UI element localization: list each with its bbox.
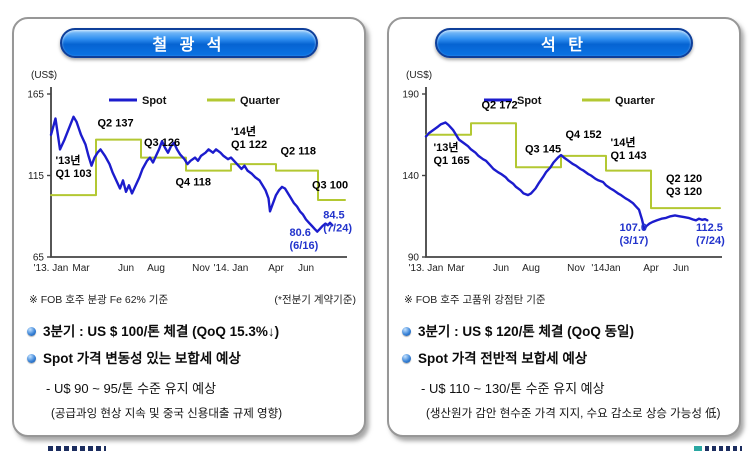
svg-text:'13년: '13년 [56, 153, 81, 167]
bullet-item: 3분기 : US $ 120/톤 체결 (QoQ 동일) [402, 324, 734, 341]
footer-logo-right-mark [694, 446, 702, 451]
svg-text:'13년: '13년 [434, 140, 459, 154]
svg-text:(3/17): (3/17) [620, 235, 649, 247]
svg-text:'14Jan: '14Jan [591, 263, 620, 274]
svg-text:Jun: Jun [493, 263, 509, 274]
svg-text:165: 165 [27, 90, 44, 101]
svg-text:Q3 100: Q3 100 [312, 180, 348, 192]
coal-chart: 190 140 90'13. Jan Mar Jun Aug Nov '14Jan Apr Jun… [402, 87, 725, 274]
svg-text:Q3 120: Q3 120 [666, 186, 702, 198]
svg-text:Q3 126: Q3 126 [144, 137, 180, 149]
footer-logo-left [48, 446, 106, 451]
svg-text:(6/16): (6/16) [290, 240, 319, 252]
bullet-text: 3분기 : US $ 100/톤 체결 (QoQ 15.3%↓) [43, 324, 280, 339]
coal-unit-label: (US$) [406, 70, 433, 81]
bullet-note: (생산원가 감안 현수준 가격 지지, 수요 감소로 상승 가능성 低) [426, 407, 721, 420]
panel-iron-ore: 철 광 석 (US$) 165 115 65'13. Jan Mar Jun Aug Nov… [12, 17, 366, 437]
svg-text:Apr: Apr [268, 263, 284, 274]
svg-text:Q4 152: Q4 152 [566, 129, 602, 141]
coal-title: 석 탄 [541, 37, 587, 54]
bullet-subitem: - U$ 110 ~ 130/톤 수준 유지 예상 [421, 380, 605, 396]
iron-ore-chart: 165 115 65'13. Jan Mar Jun Aug Nov '14. Jan Apr J… [27, 87, 352, 274]
svg-text:Nov: Nov [567, 263, 585, 274]
svg-text:Q2 137: Q2 137 [98, 118, 134, 130]
svg-text:Mar: Mar [447, 263, 465, 274]
panel-coal: 석 탄 (US$) 190 140 90'13. Jan Mar Jun Aug Nov '1… [387, 17, 741, 437]
svg-text:Mar: Mar [72, 263, 90, 274]
bullet-item: Spot 가격 전반적 보합세 예상 [402, 351, 734, 368]
coal-bullet-list: 3분기 : US $ 120/톤 체결 (QoQ 동일) Spot 가격 전반적 … [402, 324, 734, 421]
svg-text:107.0: 107.0 [620, 222, 648, 234]
svg-text:(7/24): (7/24) [323, 223, 352, 235]
svg-text:Q3 145: Q3 145 [525, 144, 561, 156]
svg-text:Q4 118: Q4 118 [176, 176, 211, 188]
bullet-note: (공급과잉 현상 지속 및 중국 신용대출 규제 영향) [51, 407, 283, 420]
bullet-sphere-icon [27, 327, 36, 336]
svg-text:Q1 122: Q1 122 [231, 139, 267, 151]
bullet-sphere-icon [27, 353, 36, 363]
svg-text:Q1 165: Q1 165 [434, 155, 470, 167]
svg-text:Jun: Jun [673, 263, 689, 274]
svg-text:Spot: Spot [142, 95, 167, 107]
svg-text:115: 115 [28, 171, 44, 182]
svg-text:'13. Jan: '13. Jan [34, 263, 69, 274]
iron-ore-footnote: ※ FOB 호주 분광 Fe 62% 기준 (*전분기 계약기준) [29, 292, 356, 307]
svg-text:Apr: Apr [643, 263, 659, 274]
svg-text:65: 65 [33, 253, 45, 264]
svg-text:'13. Jan: '13. Jan [409, 263, 444, 274]
svg-text:Q2 120: Q2 120 [666, 173, 702, 185]
footer-logo-right-text [705, 446, 742, 451]
iron-ore-footnote-right: (*전분기 계약기준) [274, 294, 356, 306]
iron-ore-unit-label: (US$) [31, 70, 58, 81]
svg-text:(7/24): (7/24) [696, 235, 725, 247]
bullet-text: 3분기 : US $ 120/톤 체결 (QoQ 동일) [418, 324, 634, 339]
svg-text:Quarter: Quarter [615, 95, 655, 107]
bullet-text: Spot 가격 전반적 보합세 예상 [418, 350, 588, 366]
coal-title-pill: 석 탄 [435, 28, 693, 58]
svg-text:84.5: 84.5 [323, 210, 344, 222]
iron-ore-title: 철 광 석 [152, 37, 226, 54]
svg-text:112.5: 112.5 [696, 222, 723, 234]
svg-text:'14년: '14년 [231, 124, 256, 138]
svg-text:Q2 118: Q2 118 [281, 145, 316, 157]
bullet-subitem: - U$ 90 ~ 95/톤 수준 유지 예상 [46, 380, 217, 396]
svg-text:Q2 172: Q2 172 [482, 100, 518, 112]
svg-text:140: 140 [402, 171, 419, 182]
svg-text:80.6: 80.6 [290, 227, 311, 239]
svg-text:90: 90 [408, 253, 420, 264]
svg-text:'14. Jan: '14. Jan [214, 263, 249, 274]
svg-text:190: 190 [402, 90, 419, 101]
coal-footnote-left: ※ FOB 호주 고품위 강점탄 기준 [404, 294, 546, 306]
bullet-item: 3분기 : US $ 100/톤 체결 (QoQ 15.3%↓) [27, 324, 359, 341]
bullet-text: Spot 가격 변동성 있는 보합세 예상 [43, 350, 241, 366]
svg-text:Aug: Aug [147, 263, 165, 274]
svg-text:Nov: Nov [192, 263, 210, 274]
svg-text:Quarter: Quarter [240, 95, 280, 107]
iron-ore-footnote-left: ※ FOB 호주 분광 Fe 62% 기준 [29, 294, 169, 306]
iron-ore-bullet-list: 3분기 : US $ 100/톤 체결 (QoQ 15.3%↓) Spot 가격 … [27, 324, 359, 421]
svg-text:Jun: Jun [118, 263, 134, 274]
svg-text:Spot: Spot [517, 95, 542, 107]
svg-text:Jun: Jun [298, 263, 314, 274]
bullet-sphere-icon [402, 353, 411, 363]
svg-text:'14년: '14년 [611, 135, 636, 149]
svg-text:Q1 143: Q1 143 [611, 150, 647, 162]
coal-footnote: ※ FOB 호주 고품위 강점탄 기준 [404, 292, 731, 307]
bullet-sphere-icon [402, 327, 411, 336]
bullet-item: Spot 가격 변동성 있는 보합세 예상 [27, 351, 359, 368]
svg-text:Aug: Aug [522, 263, 540, 274]
iron-ore-title-pill: 철 광 석 [60, 28, 318, 58]
footer-logo-right [694, 446, 742, 451]
svg-text:Q1 103: Q1 103 [56, 168, 92, 180]
